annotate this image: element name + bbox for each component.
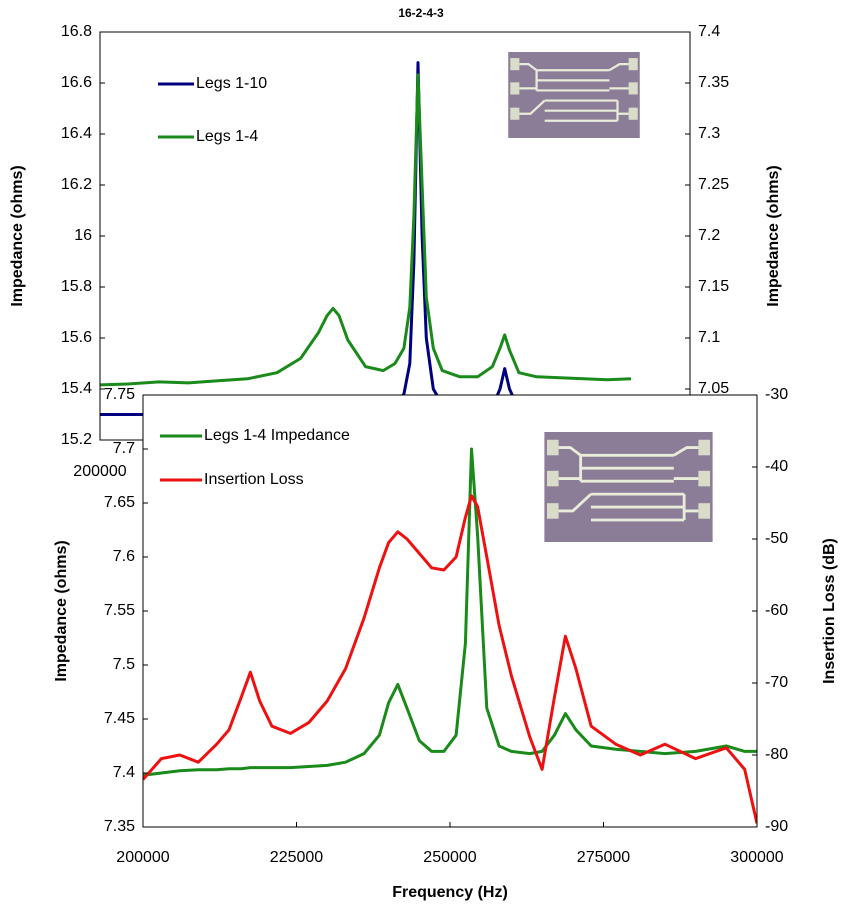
x-tick-label: 300000 — [730, 849, 783, 866]
y2-tick-label: 7.35 — [698, 74, 729, 91]
y-tick-label: 7.75 — [104, 386, 135, 403]
y2-tick-label: 7.4 — [698, 23, 720, 40]
y2-tick-label: 7.1 — [698, 329, 720, 346]
y-tick-label: 15.6 — [61, 329, 92, 346]
legend-label: Legs 1-4 Impedance — [204, 427, 350, 444]
y-tick-label: 16.8 — [61, 23, 92, 40]
y-tick-label: 16.4 — [61, 125, 92, 142]
y2-tick-label: 7.3 — [698, 125, 720, 142]
y-tick-label: 7.6 — [113, 548, 135, 565]
x-tick-label: 200000 — [116, 849, 169, 866]
y-tick-label: 7.7 — [113, 440, 135, 457]
chart-lower: 7.35 7.4 7.45 7.5 7.55 7.6 7.65 7.7 7.75 -90 -80 -7… — [53, 386, 838, 901]
y2-tick-label: 7.15 — [698, 278, 729, 295]
x-tick-label: 225000 — [270, 849, 323, 866]
y2-axis-label: Impedance (ohms) — [765, 165, 782, 306]
legend-label: Legs 1-4 — [196, 128, 258, 145]
y-tick-label: 15.4 — [61, 380, 92, 397]
y-tick-label: 7.65 — [104, 494, 135, 511]
series-line — [143, 447, 757, 777]
legend-label: Insertion Loss — [204, 471, 304, 488]
y2-tick-label: -60 — [765, 602, 788, 619]
y-tick-label: 15.8 — [61, 278, 92, 295]
y2-tick-label: 7.05 — [698, 380, 729, 397]
y-tick-label: 7.4 — [113, 764, 135, 781]
y-tick-label: 15.2 — [61, 431, 92, 448]
y2-tick-label: -40 — [765, 458, 788, 475]
y2-axis-label: Insertion Loss (dB) — [821, 538, 838, 684]
x-tick-label: 250000 — [423, 849, 476, 866]
y2-tick-label: 7.2 — [698, 227, 720, 244]
x-axis-label: Frequency (Hz) — [392, 884, 508, 901]
y-tick-label: 16.6 — [61, 74, 92, 91]
chart-title: 16-2-4-3 — [398, 6, 444, 20]
device-photo — [542, 432, 715, 542]
y2-tick-label: -70 — [765, 674, 788, 691]
y-tick-label: 7.35 — [104, 818, 135, 835]
chart-upper: 15.2 15.4 15.6 15.8 16 16.2 16.4 16.6 16.8 7.05 7.… — [9, 6, 782, 480]
y2-tick-label: -80 — [765, 746, 788, 763]
series-line — [143, 494, 757, 824]
device-photo — [508, 52, 640, 138]
x-tick-label: 200000 — [73, 463, 126, 480]
y-tick-label: 16.2 — [61, 176, 92, 193]
series-line — [100, 73, 632, 387]
y-tick-label: 16 — [74, 227, 92, 244]
y2-tick-label: 7.25 — [698, 176, 729, 193]
y2-tick-label: -90 — [765, 818, 788, 835]
legend-label: Legs 1-10 — [196, 75, 267, 92]
y-axis-label: Impedance (ohms) — [9, 165, 26, 306]
x-tick-label: 275000 — [577, 849, 630, 866]
y2-tick-label: -50 — [765, 530, 788, 547]
y-tick-label: 7.5 — [113, 656, 135, 673]
y-tick-label: 7.45 — [104, 710, 135, 727]
y-axis-label: Impedance (ohms) — [53, 540, 70, 681]
y2-tick-label: -30 — [765, 386, 788, 403]
y-tick-label: 7.55 — [104, 602, 135, 619]
